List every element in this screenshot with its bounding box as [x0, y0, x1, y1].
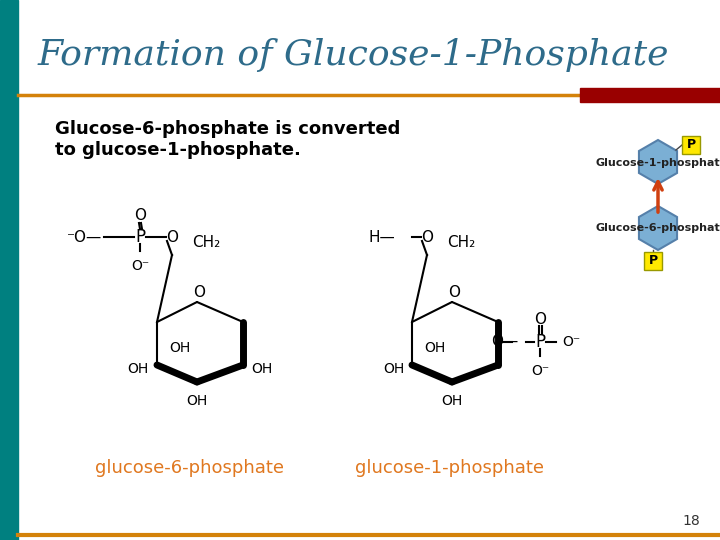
Text: glucose-1-phosphate: glucose-1-phosphate: [356, 459, 544, 477]
Bar: [0, 0, 18, 540]
Text: OH: OH: [441, 394, 463, 408]
Text: OH: OH: [186, 394, 207, 408]
Text: OH: OH: [383, 362, 404, 376]
Text: 18: 18: [683, 514, 700, 528]
Text: O: O: [448, 285, 460, 300]
Text: OH: OH: [424, 341, 446, 355]
Text: OH: OH: [169, 341, 191, 355]
Text: H—: H—: [368, 230, 395, 245]
Text: CH₂: CH₂: [192, 235, 220, 250]
Text: Formation of Glucose-1-Phosphate: Formation of Glucose-1-Phosphate: [38, 38, 670, 72]
Text: OH: OH: [127, 362, 149, 376]
Bar: [580, 88, 720, 102]
Text: ⁻O—: ⁻O—: [67, 230, 102, 245]
Text: O: O: [166, 230, 178, 245]
Polygon shape: [639, 206, 677, 250]
Polygon shape: [639, 140, 677, 184]
Text: P: P: [535, 333, 545, 351]
Text: CH₂: CH₂: [447, 235, 475, 250]
FancyBboxPatch shape: [644, 252, 662, 270]
FancyBboxPatch shape: [682, 136, 700, 154]
Text: O: O: [421, 230, 433, 245]
Text: O: O: [193, 285, 205, 300]
Text: O⁻: O⁻: [562, 335, 580, 349]
Text: O⁻: O⁻: [531, 364, 549, 378]
Text: O: O: [534, 313, 546, 327]
Text: Glucose-6-phosphate: Glucose-6-phosphate: [596, 223, 720, 233]
Text: Glucose-6-phosphate is converted
to glucose-1-phosphate.: Glucose-6-phosphate is converted to gluc…: [55, 120, 400, 159]
Text: O⁻: O⁻: [131, 259, 149, 273]
Text: O—: O—: [491, 334, 518, 349]
Text: glucose-6-phosphate: glucose-6-phosphate: [96, 459, 284, 477]
Text: P: P: [135, 228, 145, 246]
Text: OH: OH: [251, 362, 272, 376]
Text: P: P: [649, 254, 657, 267]
Text: Glucose-1-phosphate: Glucose-1-phosphate: [596, 158, 720, 168]
Text: P: P: [686, 138, 696, 152]
Text: O: O: [134, 207, 146, 222]
